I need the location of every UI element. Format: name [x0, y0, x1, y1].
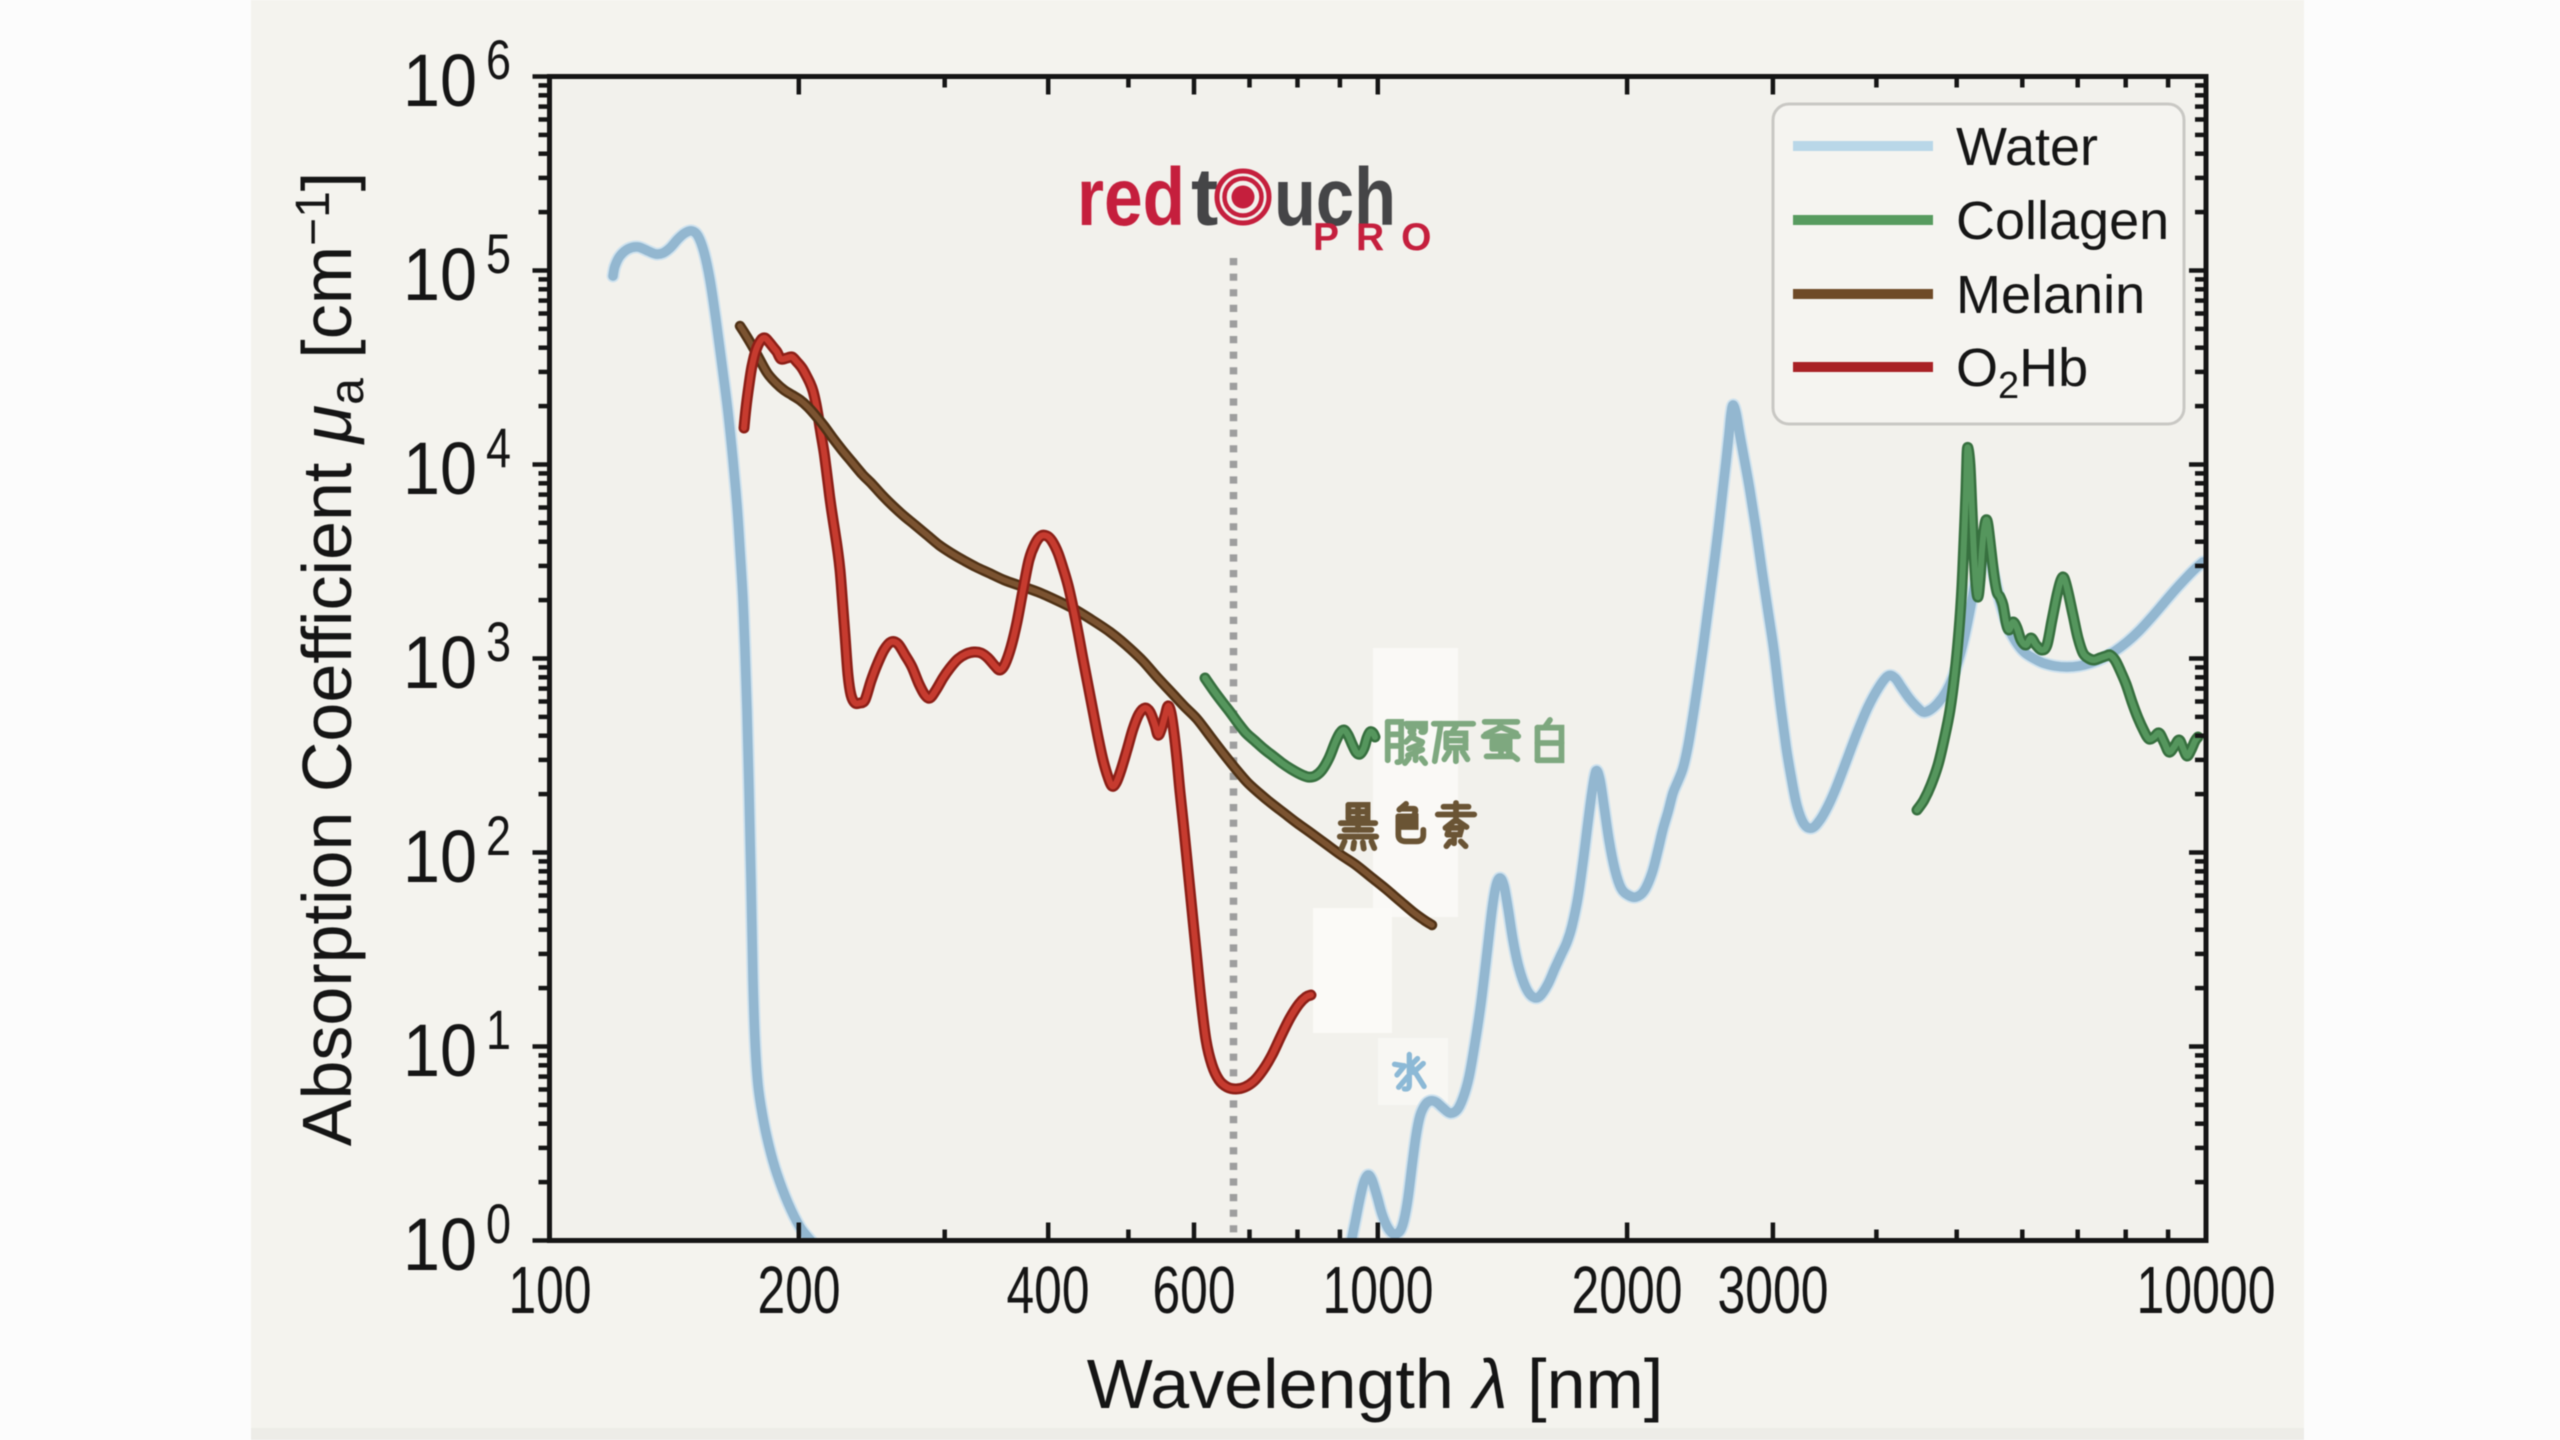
svg-text:6: 6 [486, 28, 511, 91]
svg-text:Collagen: Collagen [1956, 191, 2169, 251]
svg-text:Absorption Coefficient μa [cm−: Absorption Coefficient μa [cm−1] [287, 172, 374, 1146]
svg-text:3000: 3000 [1718, 1253, 1829, 1328]
svg-text:Wavelength λ [nm]: Wavelength λ [nm] [1087, 1345, 1664, 1423]
svg-text:5: 5 [486, 222, 511, 285]
svg-text:10: 10 [403, 233, 477, 316]
svg-text:10000: 10000 [2137, 1253, 2276, 1328]
svg-text:red: red [1077, 152, 1185, 243]
svg-text:Melanin: Melanin [1956, 265, 2145, 325]
svg-text:Water: Water [1956, 117, 2098, 177]
svg-text:10: 10 [403, 1009, 477, 1092]
svg-text:10: 10 [403, 427, 477, 510]
svg-text:100: 100 [509, 1253, 592, 1328]
svg-text:10: 10 [403, 39, 477, 122]
svg-text:0: 0 [486, 1192, 511, 1255]
svg-text:3: 3 [486, 610, 511, 673]
svg-text:600: 600 [1153, 1253, 1236, 1328]
svg-text:1: 1 [486, 998, 511, 1061]
svg-text:10: 10 [403, 1203, 477, 1286]
svg-text:10: 10 [403, 621, 477, 704]
svg-text:10: 10 [403, 815, 477, 898]
svg-text:uch: uch [1274, 152, 1396, 243]
svg-text:2: 2 [486, 804, 511, 867]
svg-text:PRO: PRO [1313, 216, 1449, 259]
svg-text:400: 400 [1007, 1253, 1090, 1328]
svg-text:4: 4 [486, 416, 511, 479]
svg-text:t: t [1191, 152, 1218, 243]
svg-text:O2Hb: O2Hb [1956, 338, 2088, 407]
svg-text:2000: 2000 [1572, 1253, 1683, 1328]
svg-text:200: 200 [758, 1253, 841, 1328]
svg-text:1000: 1000 [1323, 1253, 1434, 1328]
